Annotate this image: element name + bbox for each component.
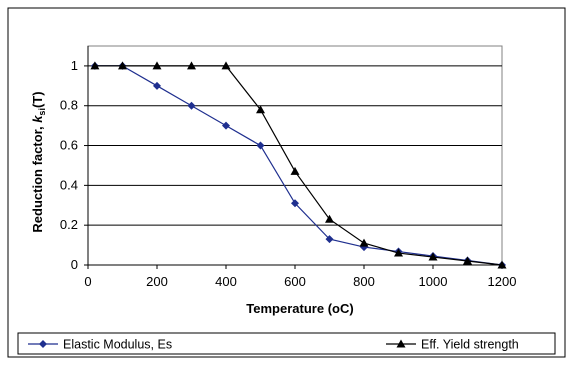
series-0-point-6 <box>291 199 299 208</box>
series-1-point-3 <box>187 61 196 70</box>
y-tick-label-5: 1 <box>71 58 78 73</box>
x-tick-label-1: 200 <box>146 274 168 289</box>
series-1-point-10 <box>428 252 438 261</box>
series-1-point-12 <box>497 260 507 269</box>
legend: Elastic Modulus, Es Eff. Yield strength <box>28 338 519 352</box>
x-tick-label-3: 600 <box>284 274 306 289</box>
series-0-point-2 <box>153 81 161 90</box>
x-axis-ticks: 0 200 400 600 800 1000 1200 <box>84 264 517 289</box>
series-1 <box>90 61 507 269</box>
series-0-point-4 <box>222 121 230 130</box>
x-tick-label-5: 1000 <box>419 274 448 289</box>
series-0-point-7 <box>325 235 334 244</box>
series-1-point-6 <box>290 166 300 175</box>
series-1-point-9 <box>394 248 403 257</box>
legend-label-1: Eff. Yield strength <box>421 338 519 352</box>
y-tick-label-2: 0.4 <box>60 177 78 192</box>
legend-marker-1 <box>396 339 406 348</box>
legend-label-0: Elastic Modulus, Es <box>63 338 172 352</box>
series-1-point-5 <box>256 105 265 114</box>
y-axis-title: Reduction factor, ksi(T) <box>30 91 47 232</box>
series-1-point-8 <box>359 238 369 247</box>
legend-box <box>17 332 556 355</box>
y-tick-label-3: 0.6 <box>60 138 78 153</box>
x-tick-label-2: 400 <box>215 274 237 289</box>
series-1-point-7 <box>325 214 334 223</box>
series-0-point-3 <box>187 101 196 110</box>
x-tick-label-6: 1200 <box>488 274 517 289</box>
series-1-point-11 <box>463 256 472 265</box>
series-1-point-2 <box>152 61 162 70</box>
series-group <box>90 61 507 269</box>
series-1-point-0 <box>90 61 100 70</box>
y-axis-ticks: 0 0.2 0.4 0.6 0.8 1 <box>60 46 89 272</box>
x-tick-label-0: 0 <box>84 274 91 289</box>
legend-marker-0 <box>39 340 47 348</box>
series-1-point-1 <box>118 61 127 70</box>
plot-area <box>87 45 503 266</box>
series-1-point-4 <box>221 61 231 70</box>
x-tick-label-4: 800 <box>353 274 375 289</box>
series-0-point-5 <box>256 141 265 150</box>
y-tick-label-4: 0.8 <box>60 98 78 113</box>
y-tick-label-1: 0.2 <box>60 217 78 232</box>
y-tick-label-0: 0 <box>71 257 78 272</box>
x-axis-title: Temperature (oC) <box>246 301 353 316</box>
